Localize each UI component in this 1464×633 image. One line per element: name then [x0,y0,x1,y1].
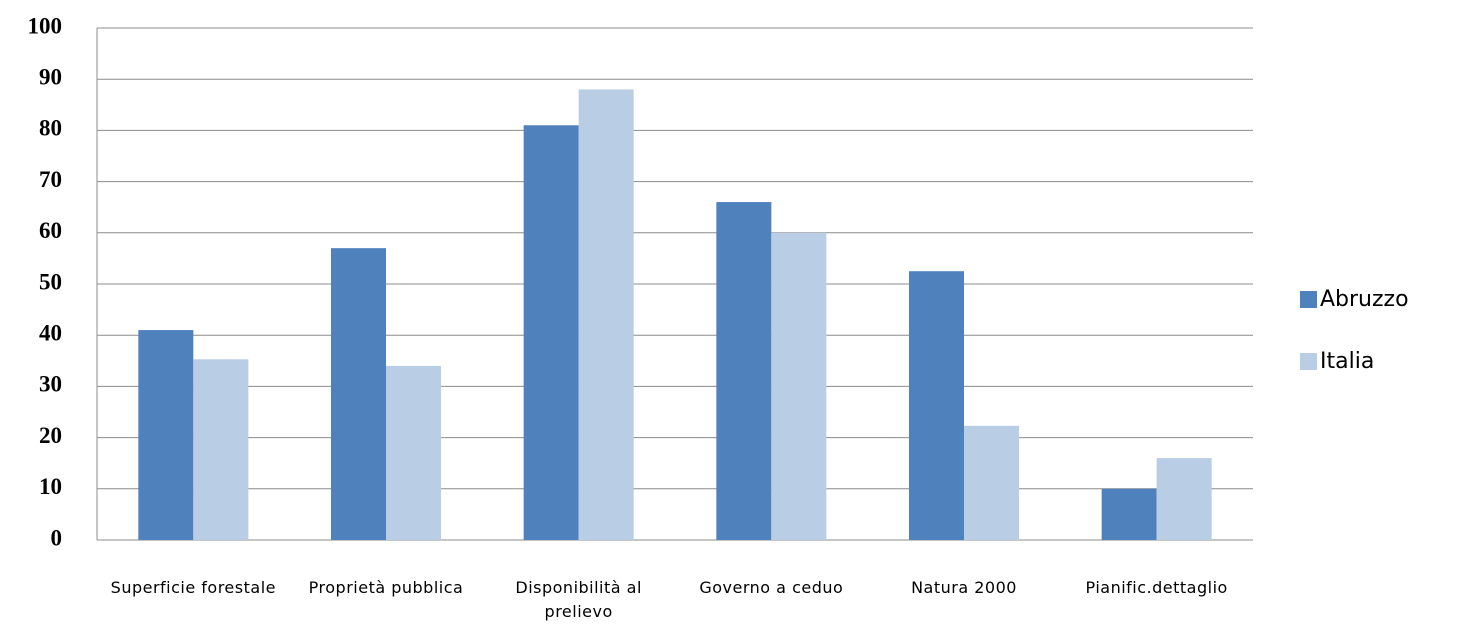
bar [909,271,964,540]
bar [716,202,772,540]
bar [578,89,634,540]
y-tick-label: 0 [51,525,63,550]
y-tick-label: 60 [39,218,62,243]
y-tick-label: 100 [28,13,63,38]
y-tick-label: 10 [39,474,62,499]
bar [1156,458,1212,540]
x-tick-label: Proprietà pubblica [308,578,464,597]
y-tick-label: 30 [39,372,62,397]
bar [771,232,827,541]
y-tick-label: 50 [39,269,62,294]
y-tick-label: 40 [39,320,62,345]
y-tick-label: 70 [39,167,62,192]
y-tick-label: 20 [39,423,62,448]
bar [138,330,194,540]
legend-swatch [1300,353,1317,370]
legend-label: Italia [1320,349,1374,374]
bar [386,365,441,540]
x-tick-label: Superficie forestale [110,578,276,597]
y-tick-label: 80 [39,116,62,141]
bar [523,125,579,540]
x-tick-label: Pianific.dettaglio [1085,578,1228,597]
legend-swatch [1300,291,1317,308]
x-tick-label: Disponibilità al prelievo [515,578,642,621]
bar [1101,488,1157,540]
x-tick-label: Natura 2000 [911,578,1017,597]
bar [964,425,1019,540]
x-tick-label: Governo a ceduo [699,578,844,597]
legend-label: Abruzzo [1320,287,1409,312]
bar [331,248,386,540]
bar [193,359,249,540]
y-tick-label: 90 [39,64,62,89]
